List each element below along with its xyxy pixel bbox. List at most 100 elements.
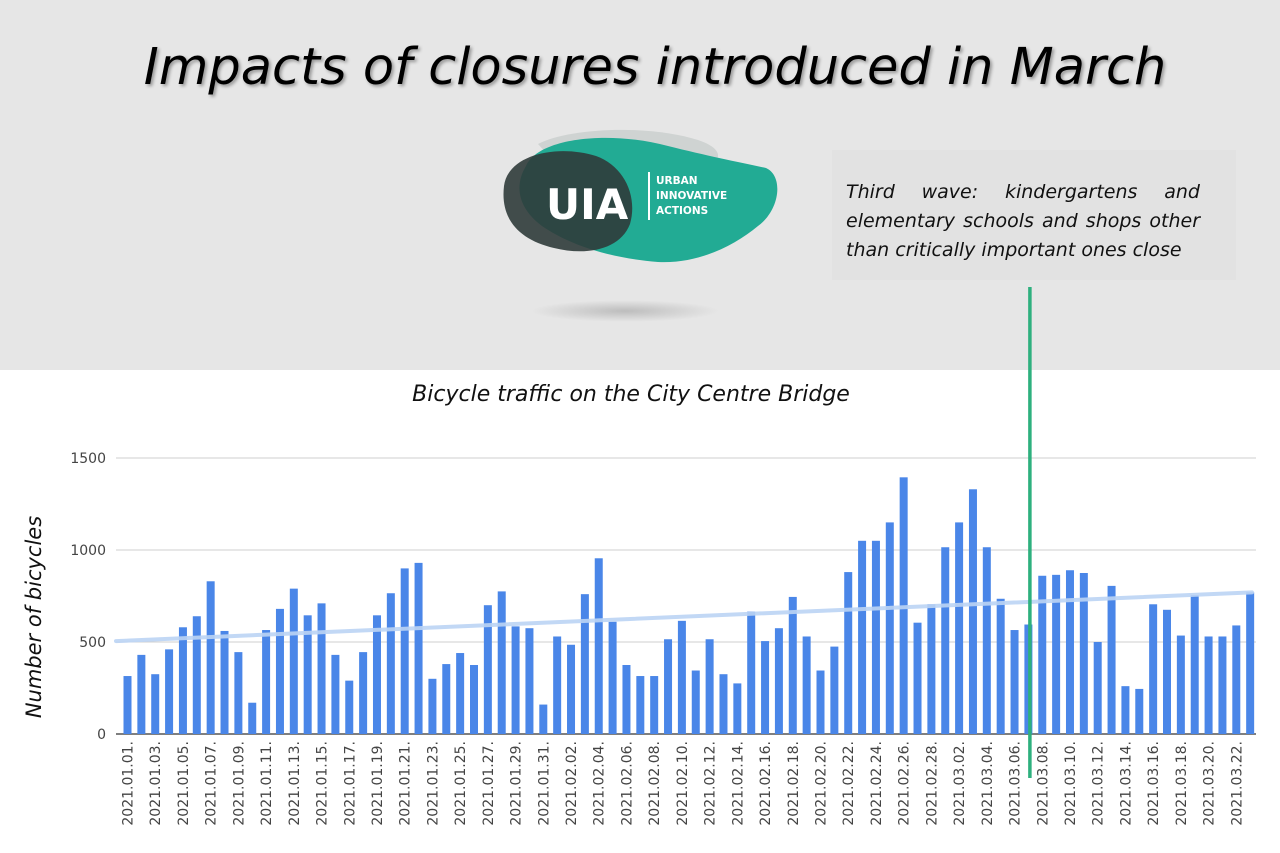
x-tick-label: 2021.01.09. [231,741,247,826]
x-tick-label: 2021.01.17. [342,741,358,826]
bar [774,628,783,734]
bar [497,591,506,734]
bar [317,603,326,734]
x-tick-label: 2021.01.03. [148,741,164,826]
bar [539,704,548,734]
bar [802,636,811,734]
bar [123,676,132,734]
bar [345,680,354,734]
bar [1010,630,1019,734]
x-tick-label: 2021.03.10. [1063,741,1079,826]
bar [192,616,201,734]
x-tick-label: 2021.03.08. [1035,741,1051,826]
x-tick-label: 2021.03.20. [1202,741,1218,826]
x-tick-label: 2021.01.31. [536,741,552,826]
bar [982,547,991,734]
x-tick-label: 2021.02.10. [675,741,691,826]
x-tick-label: 2021.01.07. [204,741,220,826]
bar [234,652,243,734]
annotation-box [832,150,1236,280]
bar [705,639,714,734]
logo-wordmark: UIA [546,180,629,229]
x-tick-label: 2021.02.06. [619,741,635,826]
x-tick-label: 2021.02.24. [869,741,885,826]
bar [913,622,922,734]
x-tick-label: 2021.02.16. [758,741,774,826]
bar [248,702,257,734]
x-tick-label: 2021.03.02. [952,741,968,826]
bar [1052,574,1061,734]
bar [511,626,520,734]
bar [580,594,589,734]
uia-logo: UIA URBAN INNOVATIVE ACTIONS [503,129,778,263]
logo-shadow [530,300,720,322]
x-tick-label: 2021.03.04. [980,741,996,826]
bar [1135,688,1144,734]
bar [178,627,187,734]
x-tick-label: 2021.03.12. [1091,741,1107,826]
bar [1176,635,1185,734]
bar [303,615,312,734]
bar [470,665,478,734]
x-tick-label: 2021.03.14. [1118,741,1134,826]
bar [331,654,340,734]
bar [871,540,880,734]
x-tick-label: 2021.02.14. [730,741,746,826]
bar [359,652,368,734]
x-tick-label: 2021.02.18. [786,741,802,826]
x-tick-label: 2021.01.01. [121,741,137,826]
bar [1218,636,1227,734]
x-tick-label: 2021.03.18. [1174,741,1190,826]
logo-line-2: INNOVATIVE [656,190,727,202]
bar [955,522,964,734]
bar [1079,573,1088,734]
x-tick-label: 2021.02.26. [897,741,913,826]
x-tick-label: 2021.01.21. [398,741,414,826]
bar [830,646,839,734]
bar [414,562,423,734]
bar [1038,575,1047,734]
bar [844,572,853,734]
x-tick-label: 2021.02.02. [564,741,580,826]
bar [206,581,215,734]
bar [483,605,492,734]
x-tick-label: 2021.02.04. [592,741,608,826]
slide-title: Impacts of closures introduced in March [143,38,1167,97]
bar [151,674,160,734]
bar [553,636,562,734]
x-tick-label: 2021.01.23. [425,741,441,826]
x-tick-label: 2021.02.08. [647,741,663,826]
x-tick-label: 2021.02.28. [924,741,940,826]
bar [858,540,867,734]
y-tick-label: 1000 [70,543,106,559]
x-tick-label: 2021.01.27. [481,741,497,826]
bar [788,596,797,734]
bar [608,621,617,734]
bar [733,683,742,734]
x-tick-label: 2021.01.25. [453,741,469,826]
x-tick-label: 2021.01.29. [509,741,525,826]
bar [1163,609,1171,734]
bar [428,678,437,734]
bar [968,489,977,734]
bar [220,630,229,734]
bar [677,620,686,734]
bar [1204,636,1213,734]
bar [1232,625,1241,734]
x-tick-label: 2021.02.12. [703,741,719,826]
x-tick-label: 2021.01.13. [287,741,303,826]
annotation-text: Third wave: kindergartens and elementary… [846,181,1200,261]
bar [691,670,700,734]
bar [137,654,146,734]
bar [289,588,298,734]
bar [622,665,631,734]
logo-divider [648,172,650,220]
bar [456,653,465,734]
logo-line-3: ACTIONS [656,205,708,217]
y-tick-label: 1500 [70,451,106,467]
bar [567,644,576,734]
bar [1107,585,1116,734]
y-tick-label: 0 [97,727,106,743]
bar [1190,595,1199,734]
bar [525,628,534,734]
